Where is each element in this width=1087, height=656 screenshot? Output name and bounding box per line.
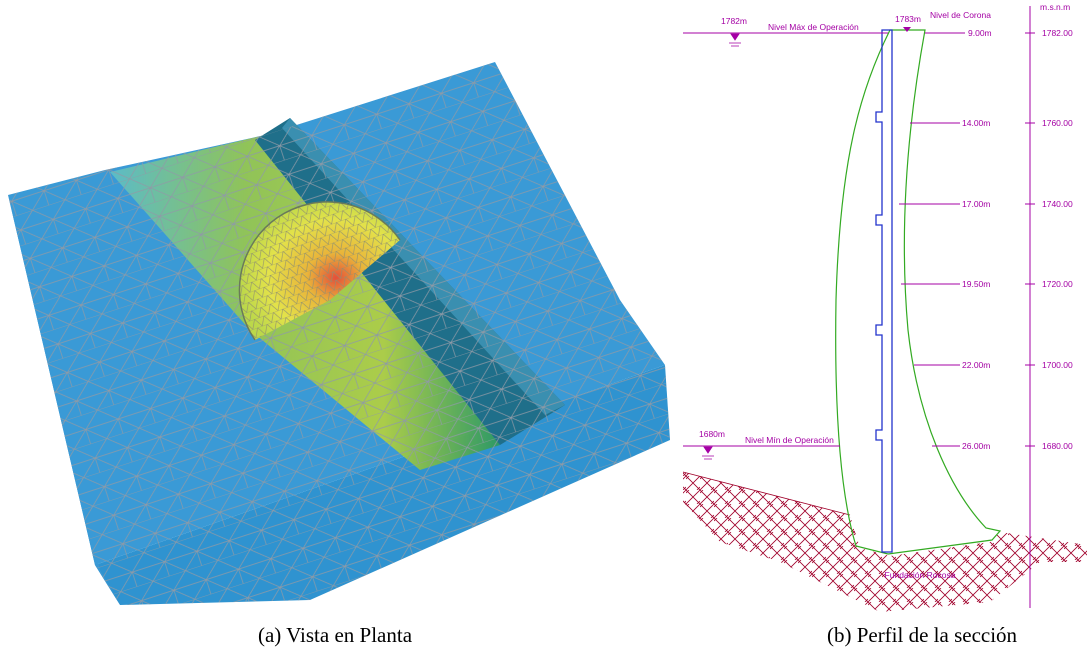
thickness-label: 26.00m — [962, 441, 990, 451]
water-symbol — [729, 34, 741, 46]
foundation-label: Fundación Rocosa — [885, 570, 956, 580]
tick-label: 1720.00 — [1042, 279, 1073, 289]
crest-elevation: 1783m — [895, 14, 921, 24]
tick-label: 1680.00 — [1042, 441, 1073, 451]
max-level-label: Nivel Máx de Operación — [768, 22, 859, 32]
tick-label: 1760.00 — [1042, 118, 1073, 128]
crest-label: Nivel de Corona — [930, 10, 991, 20]
tick-label: 1700.00 — [1042, 360, 1073, 370]
min-level-elevation: 1680m — [699, 429, 725, 439]
galleries — [876, 30, 892, 552]
caption-b: (b) Perfil de la sección — [827, 623, 1018, 647]
rock-foundation — [683, 472, 1087, 612]
water-symbol — [702, 447, 714, 459]
tick-label: 1740.00 — [1042, 199, 1073, 209]
thickness-label: 22.00m — [962, 360, 990, 370]
max-level-elevation: 1782m — [721, 16, 747, 26]
thickness-label: 19.50m — [962, 279, 990, 289]
thickness-label: 14.00m — [962, 118, 990, 128]
thickness-label: 17.00m — [962, 199, 990, 209]
dam-profile — [836, 30, 1000, 554]
thickness-marks: 9.00m 14.00m 17.00m 19.50m 22.00m 26.00m — [899, 28, 992, 451]
elevation-ticks: 1782.00 1760.00 1740.00 1720.00 1700.00 … — [1025, 28, 1073, 451]
caption-a: (a) Vista en Planta — [258, 623, 413, 647]
page: {"figure": { "panel_a": {"caption": "(a)… — [0, 0, 1087, 656]
mesh-lines — [8, 62, 670, 605]
figure: (a) Vista en Planta m.s.n.m 1782.00 1760… — [0, 0, 1087, 656]
thickness-label: 9.00m — [968, 28, 992, 38]
tick-label: 1782.00 — [1042, 28, 1073, 38]
min-level-label: Nivel Mín de Operación — [745, 435, 834, 445]
section-view: m.s.n.m 1782.00 1760.00 1740.00 1720.00 … — [683, 2, 1087, 612]
mesh-view — [8, 62, 670, 605]
axis-title: m.s.n.m — [1040, 2, 1070, 12]
